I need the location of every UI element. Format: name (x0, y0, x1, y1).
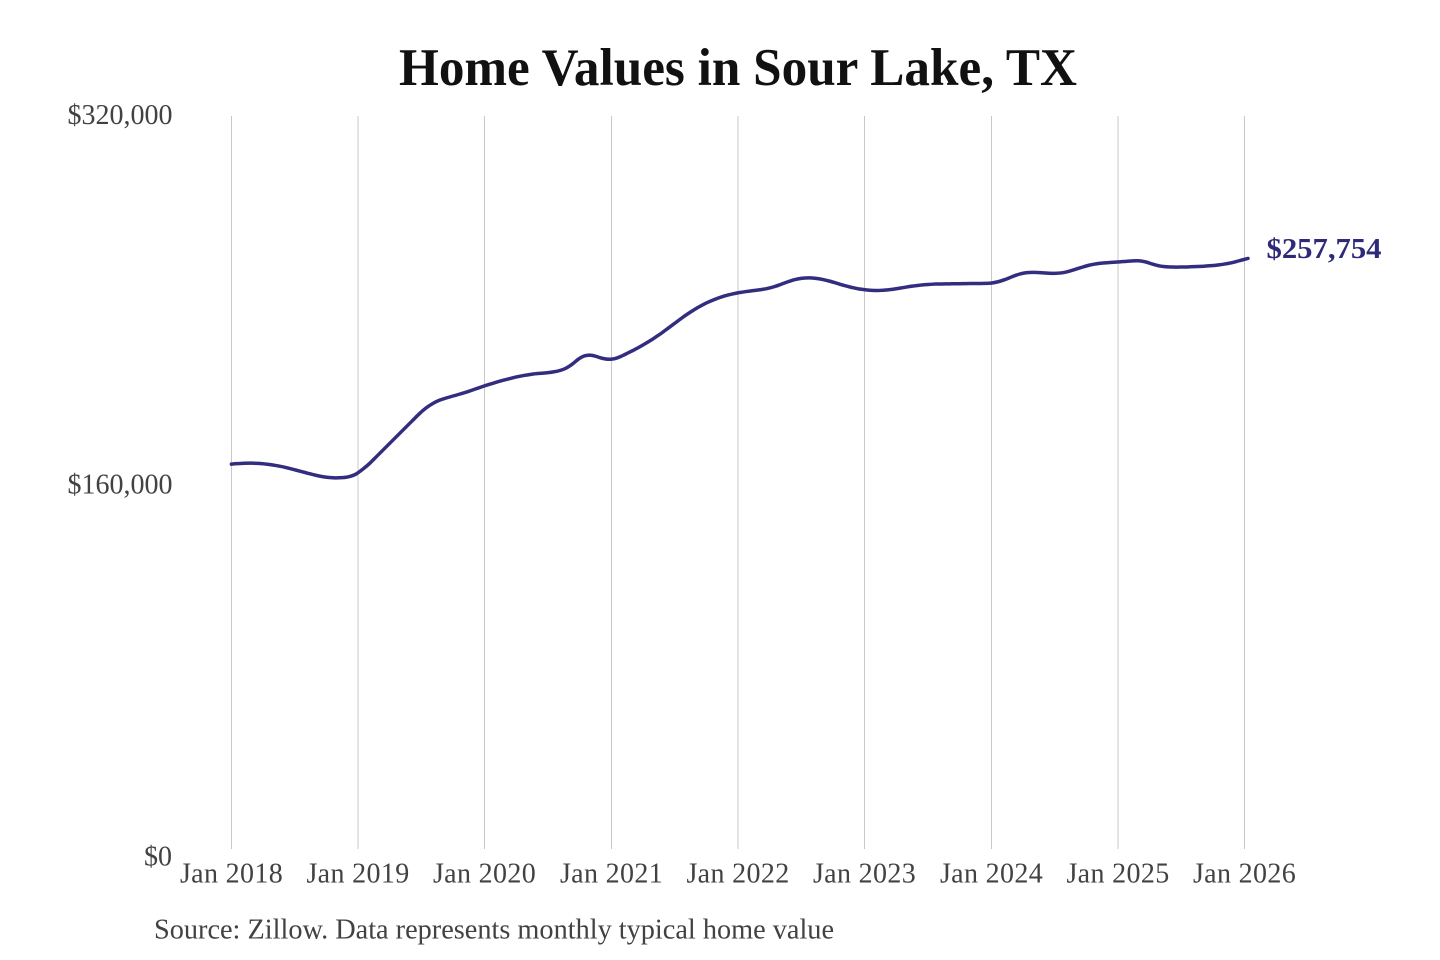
svg-text:Jan 2020: Jan 2020 (433, 859, 536, 890)
svg-text:Jan 2019: Jan 2019 (306, 859, 409, 890)
svg-text:Jan 2025: Jan 2025 (1066, 859, 1169, 890)
svg-text:Jan 2022: Jan 2022 (686, 859, 789, 890)
svg-text:Home Values in Sour Lake, TX: Home Values in Sour Lake, TX (399, 39, 1077, 97)
svg-text:$257,754: $257,754 (1267, 234, 1382, 265)
svg-text:Jan 2024: Jan 2024 (940, 859, 1043, 890)
svg-text:Source: Zillow. Data represent: Source: Zillow. Data represents monthly … (154, 915, 834, 946)
svg-text:$160,000: $160,000 (68, 470, 173, 501)
svg-text:Jan 2018: Jan 2018 (180, 859, 283, 890)
svg-text:$0: $0 (144, 842, 172, 873)
svg-text:Jan 2023: Jan 2023 (813, 859, 916, 890)
svg-text:$320,000: $320,000 (68, 100, 173, 131)
svg-text:Jan 2021: Jan 2021 (560, 859, 663, 890)
svg-text:Jan 2026: Jan 2026 (1193, 859, 1296, 890)
